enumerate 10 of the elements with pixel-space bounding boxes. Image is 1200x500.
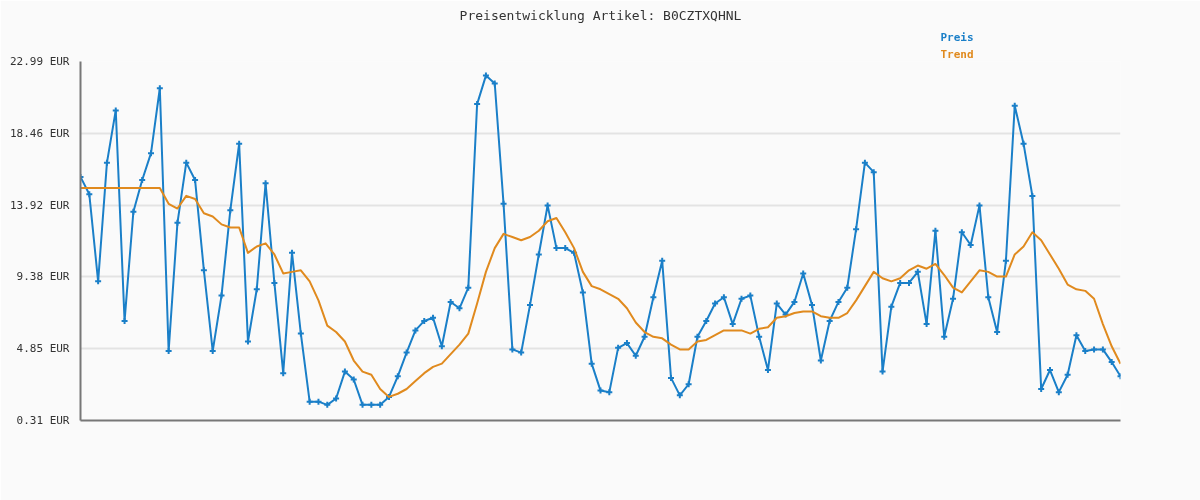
- line-series: [80, 186, 1121, 398]
- y-tick-label: 9.38 EUR: [16, 270, 70, 284]
- text: Preis: [940, 30, 974, 44]
- y-tick-label: 13.92 EUR: [9, 198, 70, 212]
- y-tick-label: 18.46 EUR: [9, 126, 70, 140]
- y-tick-label: 4.85 EUR: [16, 342, 70, 356]
- y-tick-label: 0.31 EUR: [16, 414, 70, 427]
- y-tick-label: 22.99 EUR: [9, 55, 70, 68]
- chart-title: Preisentwicklung Artikel: B0CZTXQHNL: [459, 7, 742, 23]
- text: Trend: [940, 47, 974, 61]
